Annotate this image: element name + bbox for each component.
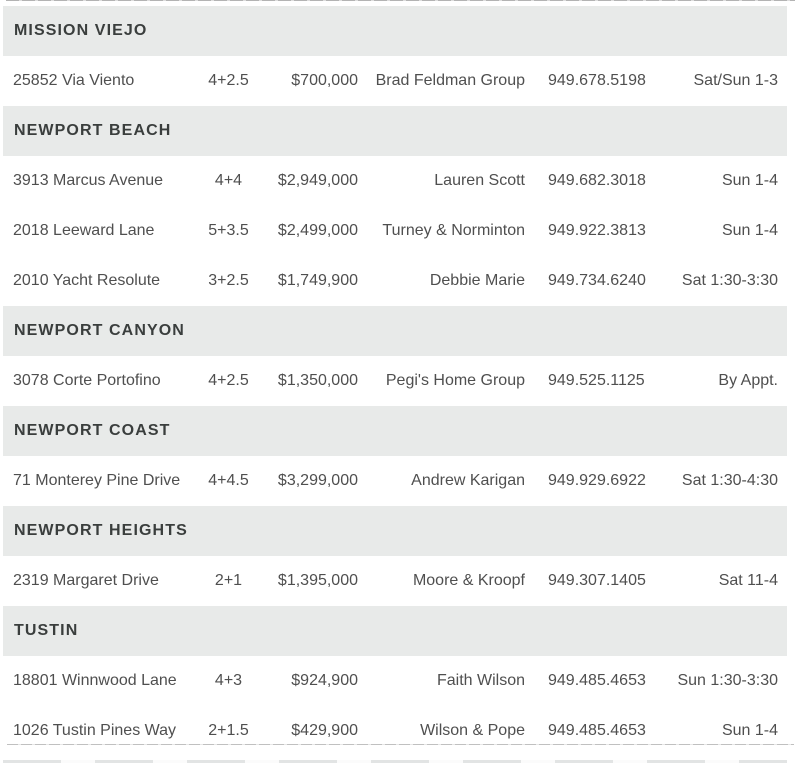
listing-phone: 949.525.1125 <box>548 372 645 389</box>
listing-price: $1,350,000 <box>277 372 358 389</box>
listing-phone: 949.307.1405 <box>548 572 646 589</box>
listing-phone: 949.682.3018 <box>548 172 646 189</box>
listing-open-house-time: Sun 1-4 <box>721 172 778 189</box>
section-header: NEWPORT COAST <box>3 406 787 456</box>
listing-price: $1,749,900 <box>277 272 358 289</box>
section-header: NEWPORT CANYON <box>3 306 787 356</box>
listing-open-house-time: Sat 1:30-4:30 <box>681 472 778 489</box>
listing-address: 2018 Leeward Lane <box>13 222 155 239</box>
listing-phone: 949.734.6240 <box>548 272 646 289</box>
section-title: TUSTIN <box>14 622 79 639</box>
table-row: 1026 Tustin Pines Way 2+1.5 $429,900 Wilson… <box>3 706 787 756</box>
listing-beds-baths: 4+3 <box>214 672 243 689</box>
listing-price: $2,499,000 <box>277 222 358 239</box>
listing-agent: Andrew Karigan <box>411 472 525 489</box>
listing-beds-baths: 4+4.5 <box>208 472 249 489</box>
table-row: 2319 Margaret Drive 2+1 $1,395,000 Moore & … <box>3 556 787 606</box>
listing-phone: 949.485.4653 <box>548 722 646 739</box>
listing-open-house-time: Sat 1:30-3:30 <box>681 272 778 289</box>
cropped-content-artifact-top <box>6 0 795 1</box>
table-row: 3913 Marcus Avenue 4+4 $2,949,000 Lauren Sc… <box>3 156 787 206</box>
listings-table: MISSION VIEJO 25852 Via Viento 4+2.5 $700,0… <box>3 6 787 756</box>
listing-open-house-time: Sun 1:30-3:30 <box>677 672 778 689</box>
listing-agent: Moore & Kroopf <box>412 572 525 589</box>
listing-open-house-time: By Appt. <box>718 372 778 389</box>
listing-price: $700,000 <box>291 72 358 89</box>
listing-address: 25852 Via Viento <box>13 72 135 89</box>
listing-price: $3,299,000 <box>277 472 358 489</box>
listing-address: 3078 Corte Portofino <box>13 372 161 389</box>
listing-address: 18801 Winnwood Lane <box>13 672 177 689</box>
section-header: MISSION VIEJO <box>3 6 787 56</box>
listing-price: $2,949,000 <box>277 172 358 189</box>
table-row: 25852 Via Viento 4+2.5 $700,000 Brad Feldma… <box>3 56 787 106</box>
table-row: 71 Monterey Pine Drive 4+4.5 $3,299,000 And… <box>3 456 787 506</box>
section-header: TUSTIN <box>3 606 787 656</box>
listing-address: 71 Monterey Pine Drive <box>13 472 181 489</box>
listing-agent: Pegi's Home Group <box>385 372 525 389</box>
section-title: NEWPORT CANYON <box>14 322 185 339</box>
listing-phone: 949.485.4653 <box>548 672 646 689</box>
section-title: NEWPORT HEIGHTS <box>14 522 188 539</box>
table-row: 2010 Yacht Resolute 3+2.5 $1,749,900 Debbie… <box>3 256 787 306</box>
listing-beds-baths: 2+1.5 <box>208 722 249 739</box>
listing-price: $1,395,000 <box>277 572 358 589</box>
listing-address: 2010 Yacht Resolute <box>13 272 161 289</box>
listing-open-house-time: Sun 1-4 <box>721 222 778 239</box>
listing-beds-baths: 2+1 <box>214 572 243 589</box>
table-row: 3078 Corte Portofino 4+2.5 $1,350,000 Pegi'… <box>3 356 787 406</box>
cropped-content-artifact-line <box>7 744 794 745</box>
section-header: NEWPORT HEIGHTS <box>3 506 787 556</box>
section-title: NEWPORT BEACH <box>14 122 172 139</box>
listing-address: 2319 Margaret Drive <box>13 572 159 589</box>
listing-phone: 949.678.5198 <box>548 72 646 89</box>
table-row: 2018 Leeward Lane 5+3.5 $2,499,000 Turney &… <box>3 206 787 256</box>
listing-agent: Debbie Marie <box>429 272 525 289</box>
listing-open-house-time: Sat 11-4 <box>718 572 778 589</box>
listing-agent: Lauren Scott <box>434 172 525 189</box>
listing-beds-baths: 4+2.5 <box>208 72 249 89</box>
listing-open-house-time: Sat/Sun 1-3 <box>693 72 779 89</box>
listing-agent: Turney & Norminton <box>382 222 525 239</box>
section-title: MISSION VIEJO <box>14 22 148 39</box>
listing-price: $924,900 <box>291 672 358 689</box>
listing-agent: Wilson & Pope <box>420 722 525 739</box>
listing-address: 1026 Tustin Pines Way <box>13 722 177 739</box>
listing-phone: 949.929.6922 <box>548 472 646 489</box>
section-title: NEWPORT COAST <box>14 422 171 439</box>
listing-beds-baths: 3+2.5 <box>208 272 249 289</box>
table-row: 18801 Winnwood Lane 4+3 $924,900 Faith Wils… <box>3 656 787 706</box>
listing-open-house-time: Sun 1-4 <box>721 722 778 739</box>
listing-address: 3913 Marcus Avenue <box>13 172 164 189</box>
listing-beds-baths: 4+4 <box>214 172 243 189</box>
listing-phone: 949.922.3813 <box>548 222 646 239</box>
section-header: NEWPORT BEACH <box>3 106 787 156</box>
listing-price: $429,900 <box>291 722 358 739</box>
listing-beds-baths: 4+2.5 <box>208 372 249 389</box>
listing-beds-baths: 5+3.5 <box>208 222 249 239</box>
listing-agent: Faith Wilson <box>436 672 525 689</box>
listing-agent: Brad Feldman Group <box>375 72 525 89</box>
cropped-content-artifact-bottom <box>3 760 787 763</box>
